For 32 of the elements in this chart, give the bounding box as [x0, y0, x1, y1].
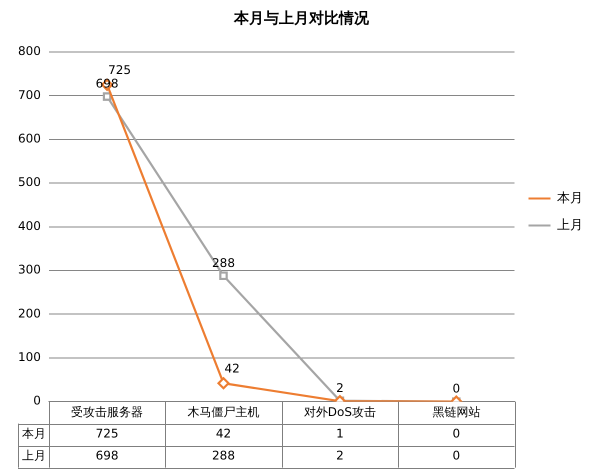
y-tick-label: 500 [18, 175, 41, 190]
text: 2 [336, 448, 344, 463]
x-tick-label: 木马僵尸主机 [188, 404, 260, 419]
text: 1 [336, 426, 344, 441]
legend-label: 上月 [557, 218, 583, 233]
text: 698 [96, 448, 119, 463]
legend-label: 本月 [557, 190, 583, 206]
chart-title: 本月与上月对比情况 [233, 8, 370, 27]
y-tick-label: 300 [18, 262, 41, 277]
point [102, 92, 112, 101]
x-tick-label: 对外DoS攻击 [304, 404, 376, 419]
data-label: 42 [224, 361, 240, 376]
y-tick-label: 700 [18, 88, 41, 102]
x-tick-label: 黑链网站 [432, 404, 480, 419]
text: 上月 [22, 448, 46, 463]
text: 725 [96, 426, 119, 441]
y-tick-label: 600 [18, 132, 41, 146]
x-tick-label: 受攻击服务器 [71, 404, 144, 419]
data-label: 2 [336, 380, 344, 395]
data-label: 0 [452, 382, 460, 396]
text: 42 [216, 426, 232, 441]
data-label: 288 [212, 256, 235, 270]
data-label: 725 [108, 62, 132, 77]
y-tick-label: 100 [18, 350, 41, 364]
text: 本月 [22, 426, 46, 441]
text: 0 [452, 448, 460, 463]
y-tick-label: 400 [18, 218, 41, 233]
y-tick-label: 0 [33, 394, 41, 408]
text: 0 [452, 426, 460, 441]
y-tick-label: 800 [18, 44, 41, 58]
text: 288 [212, 448, 235, 463]
y-tick-label: 200 [18, 306, 41, 320]
